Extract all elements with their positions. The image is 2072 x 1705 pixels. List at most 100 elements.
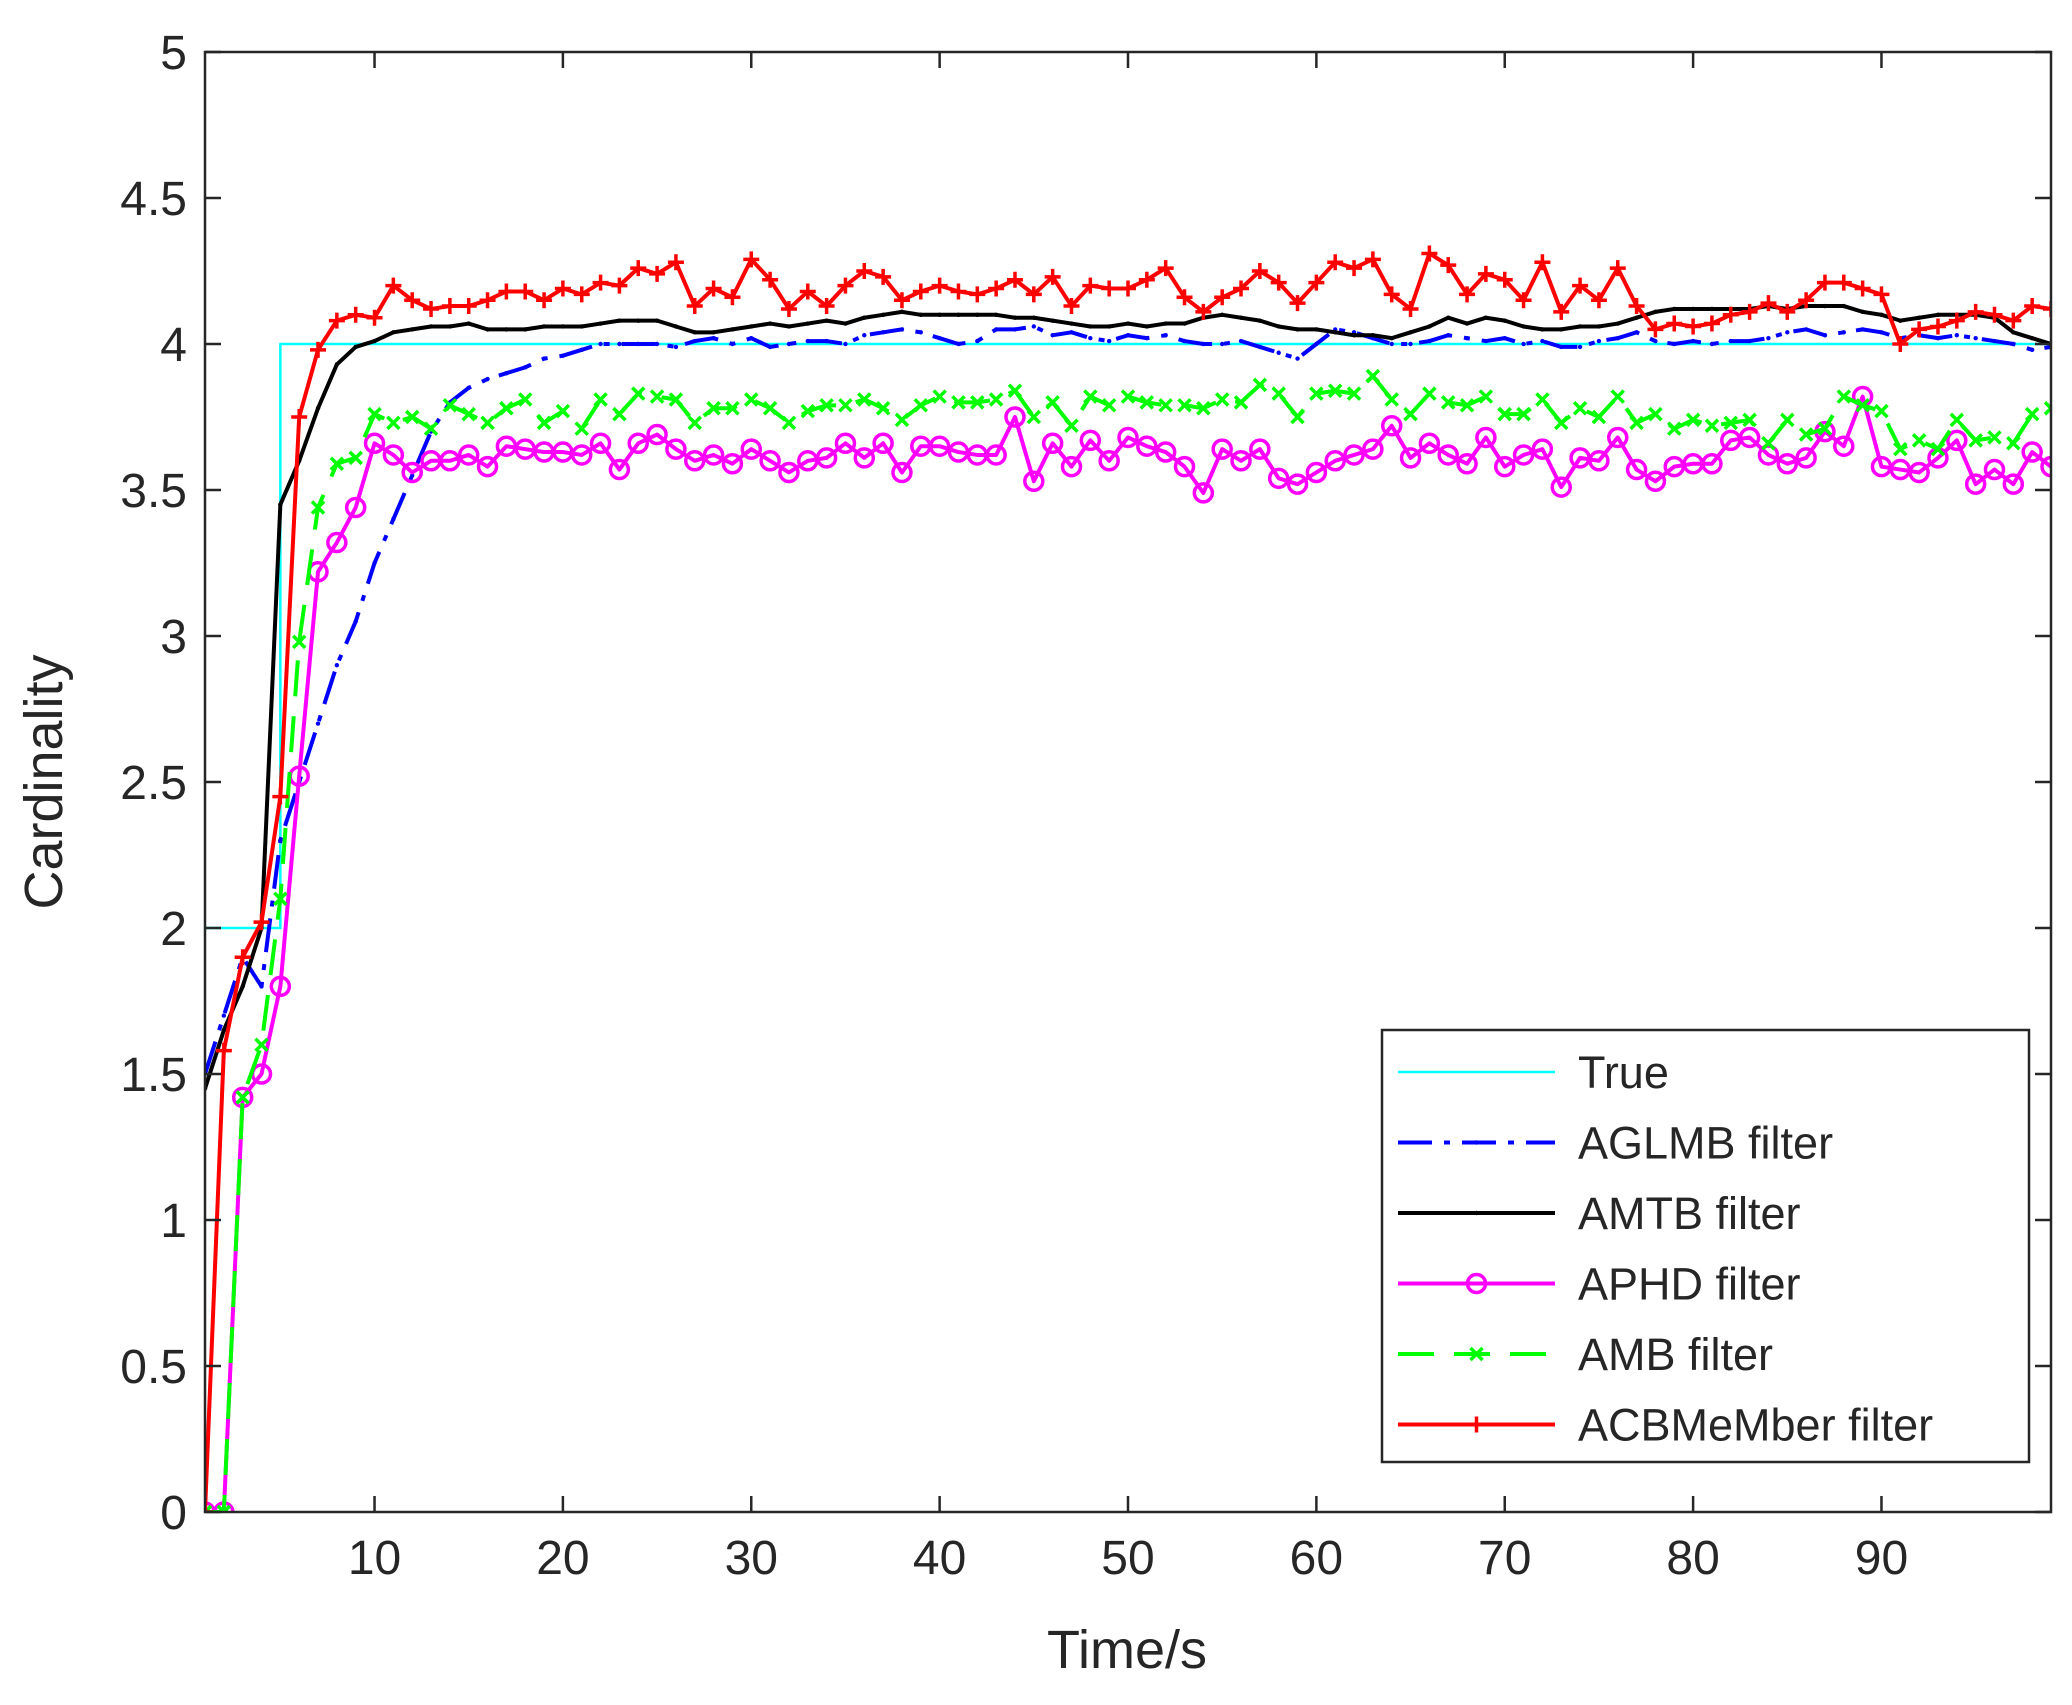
data-point	[1464, 321, 1470, 326]
data-point	[1983, 458, 2006, 481]
data-point	[1822, 333, 1828, 338]
data-point	[259, 984, 264, 989]
data-point	[205, 1504, 213, 1512]
data-point	[1230, 450, 1252, 472]
data-point	[956, 312, 961, 317]
data-point	[1653, 309, 1658, 315]
data-point	[1816, 274, 1833, 291]
data-point	[838, 398, 853, 413]
data-point	[862, 333, 867, 338]
y-axis-label: Cardinality	[14, 654, 74, 909]
data-point	[1427, 338, 1432, 344]
data-point	[1251, 263, 1268, 279]
data-point	[410, 473, 415, 478]
data-point	[1427, 324, 1432, 329]
data-point	[767, 321, 773, 326]
data-point	[1446, 333, 1451, 338]
data-point	[367, 406, 382, 422]
data-point	[646, 423, 668, 446]
data-point	[1343, 444, 1365, 466]
x-tick-label: 70	[1478, 1532, 1531, 1585]
series-line	[205, 342, 2051, 930]
data-point	[749, 335, 754, 341]
data-point	[654, 341, 660, 347]
data-point	[1270, 274, 1287, 291]
data-point	[1577, 344, 1583, 350]
data-point	[1402, 300, 1419, 317]
data-point	[1704, 418, 1720, 433]
data-point	[1967, 303, 1984, 320]
data-point	[216, 1504, 232, 1512]
data-point	[1667, 421, 1682, 436]
data-point	[706, 401, 721, 416]
legend-marker	[1465, 1272, 1488, 1295]
data-point	[705, 280, 722, 297]
data-point	[872, 432, 894, 455]
data-point	[608, 458, 631, 481]
data-point	[1860, 327, 1865, 332]
data-point	[899, 309, 905, 315]
data-point	[993, 312, 999, 317]
data-point	[221, 1013, 227, 1018]
data-point	[1125, 333, 1131, 338]
data-point	[353, 344, 358, 350]
data-point	[1440, 395, 1456, 410]
data-point	[1478, 389, 1494, 404]
data-point	[1196, 401, 1211, 416]
data-point	[476, 455, 499, 478]
data-point	[235, 1090, 250, 1105]
data-point	[692, 330, 697, 335]
legend-entry: AMTB filter	[1398, 1188, 1801, 1239]
data-point	[1271, 386, 1286, 401]
series-true	[205, 342, 2051, 930]
data-point	[654, 318, 660, 323]
data-point	[1634, 315, 1639, 320]
data-point	[1615, 321, 1620, 326]
data-point	[627, 432, 649, 455]
data-point	[2024, 406, 2040, 422]
data-point	[1935, 335, 1941, 341]
data-point	[254, 1037, 269, 1053]
data-point	[880, 312, 886, 317]
data-point	[1757, 444, 1780, 466]
data-point	[1841, 303, 1846, 309]
data-point	[834, 432, 857, 455]
data-point	[617, 318, 622, 323]
data-point	[1295, 327, 1300, 332]
data-point	[1083, 389, 1098, 404]
data-point	[824, 338, 829, 344]
data-point	[1346, 386, 1362, 401]
data-point	[1685, 318, 1702, 335]
data-point	[1464, 335, 1470, 341]
data-point	[684, 450, 706, 472]
data-point	[1177, 398, 1192, 413]
data-point	[805, 321, 810, 326]
data-point	[1403, 406, 1418, 422]
data-point	[1327, 254, 1344, 271]
data-point	[778, 461, 800, 484]
data-point	[724, 289, 741, 306]
data-point	[1747, 338, 1752, 344]
data-point	[1795, 447, 1817, 469]
data-point	[740, 438, 763, 460]
series-aglmb-filter	[205, 324, 2051, 1077]
data-point	[1647, 321, 1664, 338]
data-point	[1588, 450, 1610, 472]
data-point	[759, 450, 781, 472]
data-point	[1257, 344, 1263, 350]
data-point	[291, 634, 307, 650]
data-point	[1120, 280, 1136, 297]
data-point	[1502, 318, 1507, 323]
data-point	[480, 415, 495, 431]
data-point	[1238, 315, 1244, 320]
data-point	[612, 406, 627, 422]
data-point	[1026, 409, 1042, 425]
data-point	[348, 450, 363, 466]
legend-label: True	[1578, 1047, 1669, 1098]
data-point	[1079, 429, 1102, 452]
data-point	[1025, 286, 1042, 303]
data-point	[1308, 274, 1325, 291]
data-point	[762, 401, 778, 416]
data-point	[1324, 450, 1346, 472]
data-point	[1776, 452, 1799, 475]
